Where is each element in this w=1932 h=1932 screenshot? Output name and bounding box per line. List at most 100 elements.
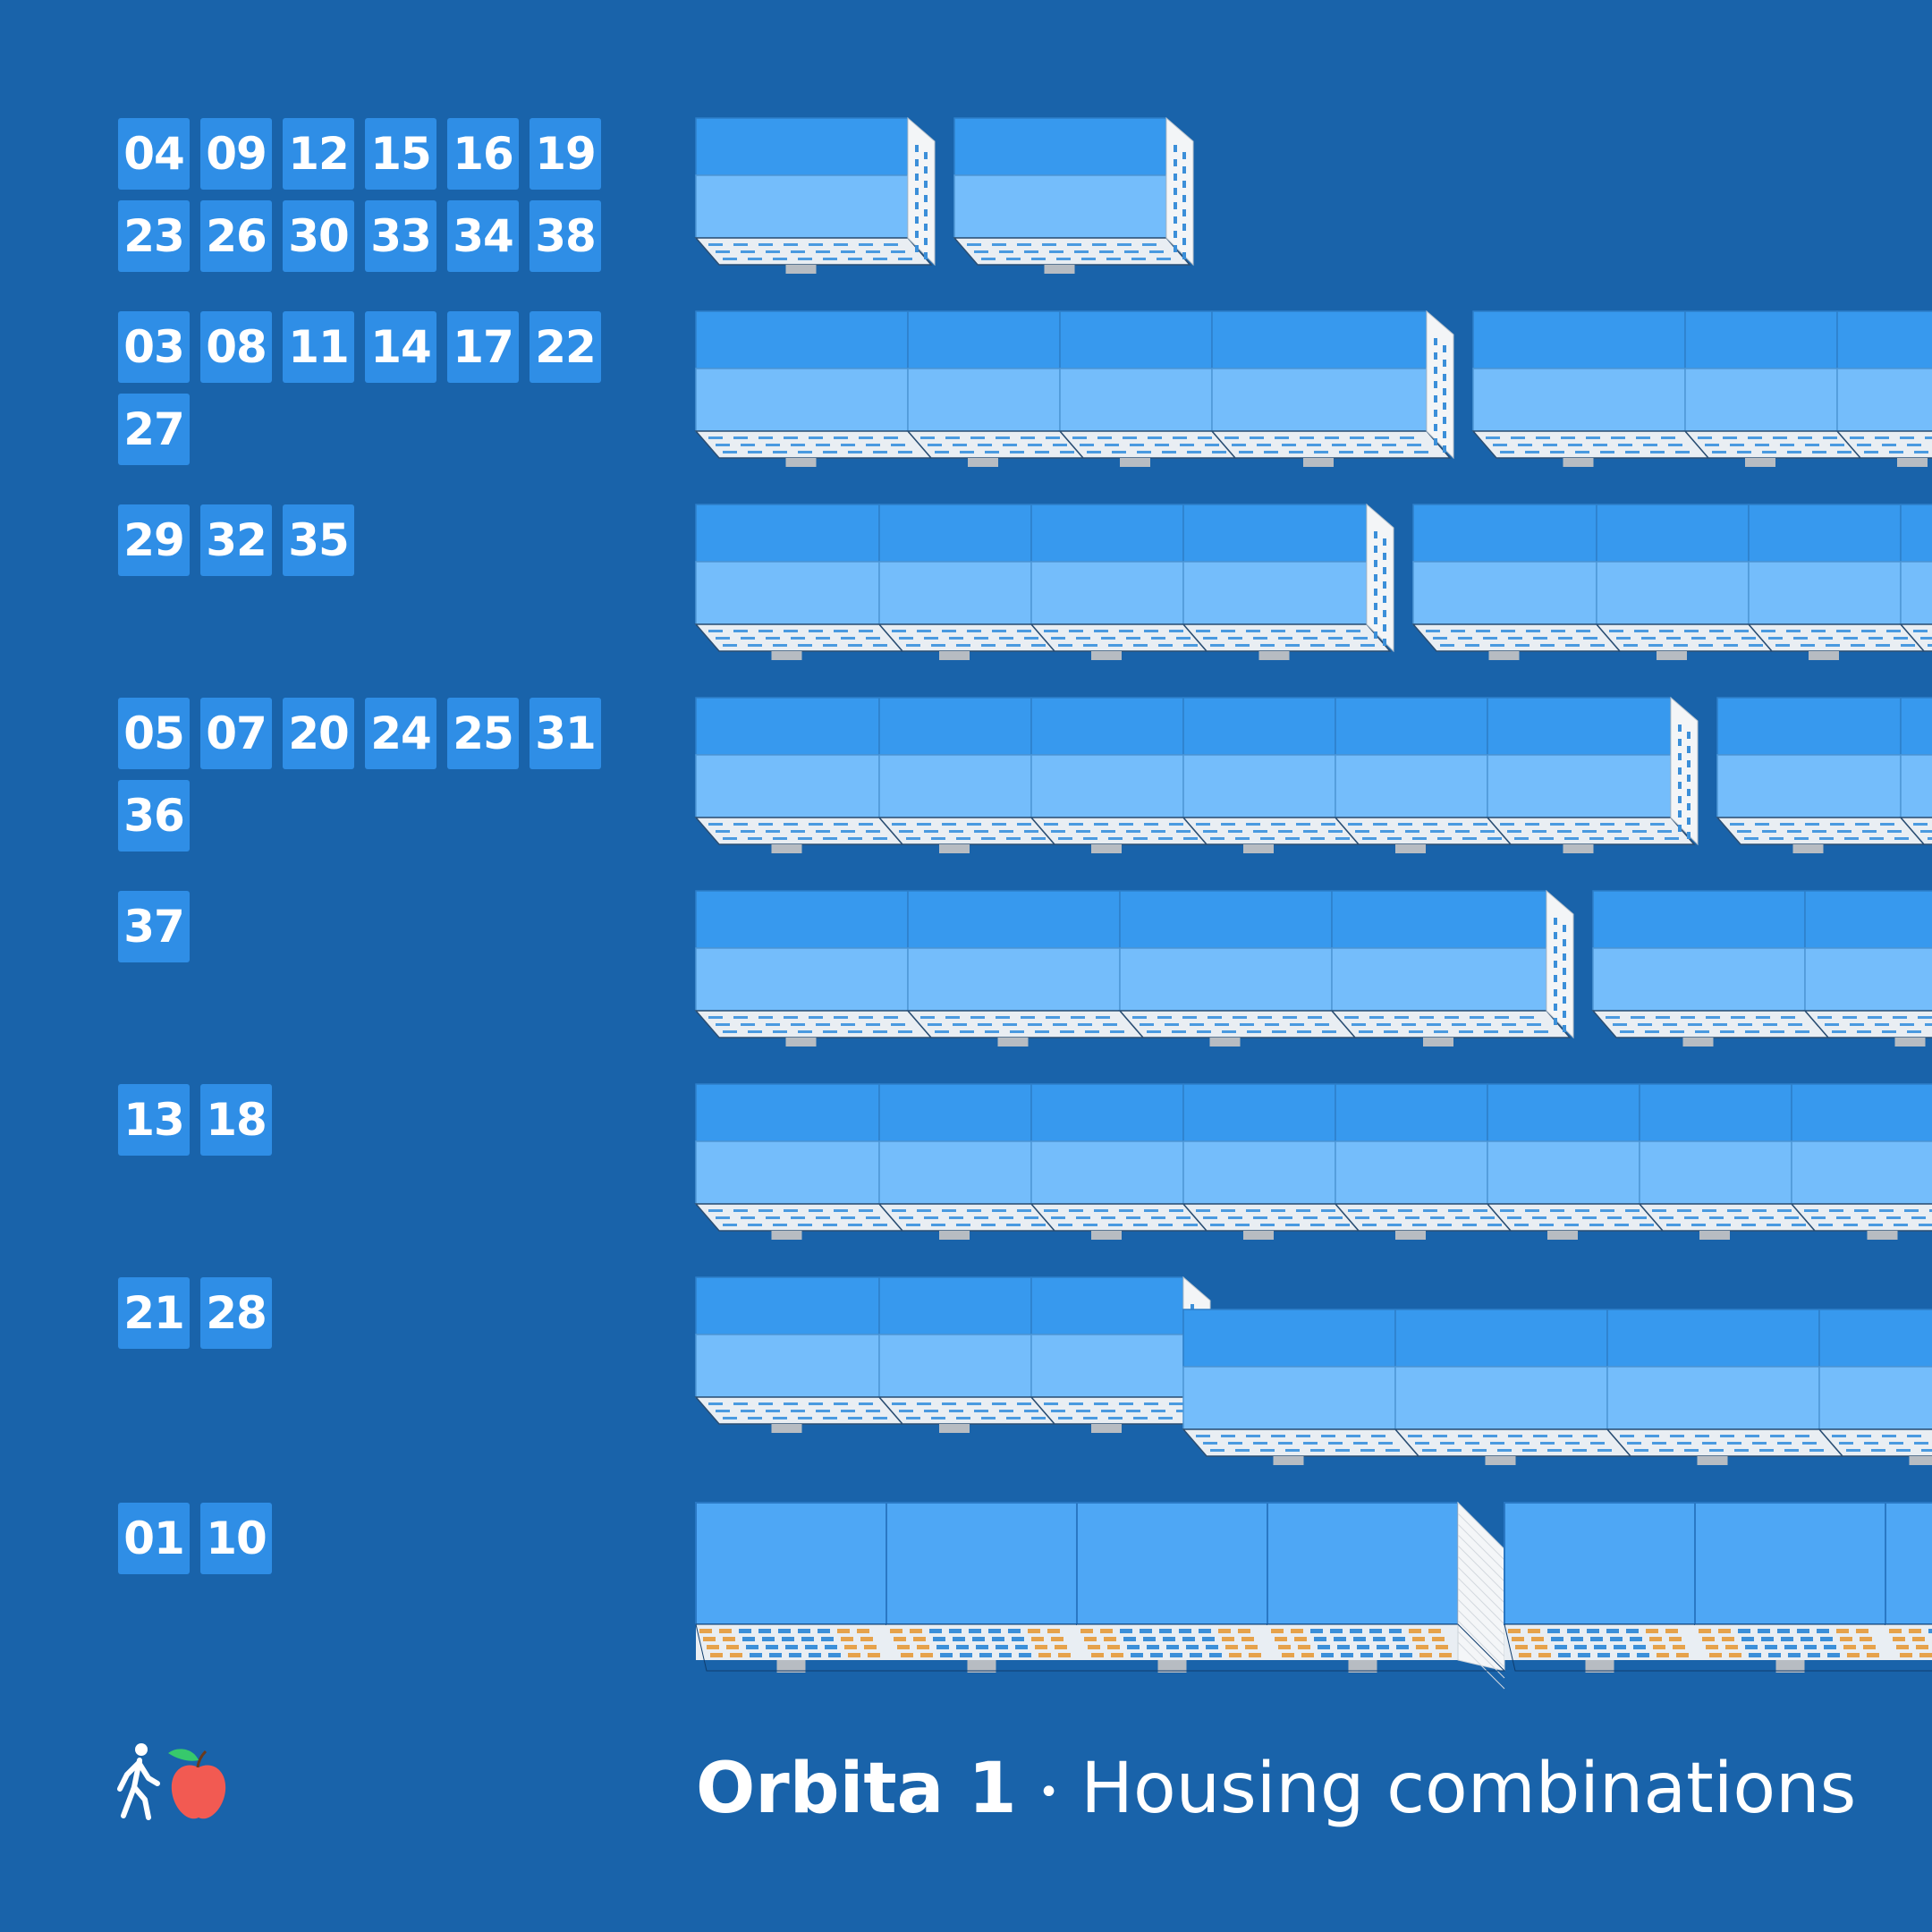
housing-section <box>1803 890 1932 1046</box>
housing-section <box>1394 1309 1632 1465</box>
housing-section <box>953 117 1191 274</box>
group-3-labels: 29 32 35 <box>118 504 619 587</box>
apple-icon <box>168 1749 226 1819</box>
housing-section <box>906 890 1145 1046</box>
housing-section <box>877 1083 1056 1240</box>
group-5-labels: 37 <box>118 891 619 973</box>
house-number-badge: 10 <box>200 1503 272 1574</box>
house-number-badge: 28 <box>200 1277 272 1349</box>
page-title: Orbita 1 • Housing combinations <box>696 1749 1856 1829</box>
house-number-badge: 23 <box>118 200 190 272</box>
housing-section <box>694 890 933 1046</box>
group-8-labels: 01 10 <box>118 1503 619 1585</box>
housing-section <box>1486 1083 1665 1240</box>
house-number-badge: 27 <box>118 394 190 465</box>
house-number-badge: 32 <box>200 504 272 576</box>
house-number-badge: 25 <box>447 698 519 769</box>
logo <box>117 1743 226 1820</box>
house-number-badge: 24 <box>365 698 436 769</box>
house-number-badge: 29 <box>118 504 190 576</box>
housing-section <box>1030 697 1208 853</box>
house-number-badge: 31 <box>530 698 601 769</box>
housing-section <box>1885 1502 1932 1660</box>
title-separator: • <box>1038 1772 1060 1813</box>
housing-section <box>877 1276 1056 1433</box>
housing-section <box>1411 504 1622 660</box>
housing-section <box>1076 1502 1268 1673</box>
housing-section <box>694 697 904 853</box>
house-number-badge: 15 <box>365 118 436 190</box>
housing-section <box>1606 1309 1844 1465</box>
housing-section <box>1330 890 1572 1046</box>
house-number-badge: 03 <box>118 311 190 383</box>
housing-section <box>1182 697 1360 853</box>
housing-section <box>1504 1502 1696 1673</box>
housing-section <box>1334 1083 1513 1240</box>
group-7-labels: 21 28 <box>118 1277 619 1360</box>
building-2-2 <box>1471 310 1932 467</box>
housing-section <box>1182 504 1392 660</box>
housing-section <box>1595 504 1774 660</box>
house-number-badge: 11 <box>283 311 354 383</box>
house-number-badge: 17 <box>447 311 519 383</box>
house-number-badge: 21 <box>118 1277 190 1349</box>
housing-section <box>1118 890 1357 1046</box>
housing-section <box>1210 310 1452 467</box>
pedestrian-icon <box>117 1743 160 1820</box>
house-number-badge: 34 <box>447 200 519 272</box>
house-number-badge: 08 <box>200 311 272 383</box>
housing-section <box>1030 1276 1208 1433</box>
building-8-1 <box>695 1501 1506 1690</box>
house-number-badge: 07 <box>200 698 272 769</box>
housing-section <box>695 1502 887 1673</box>
housing-section <box>1182 1083 1360 1240</box>
group-2-labels: 03 08 11 14 17 22 27 <box>118 311 619 476</box>
house-number-badge: 01 <box>118 1503 190 1574</box>
building-7-2 <box>1182 1309 1932 1465</box>
housing-section <box>1790 1083 1932 1240</box>
group-1-labels: 04 09 12 15 16 19 23 26 30 33 34 38 <box>118 118 619 283</box>
housing-section <box>906 310 1085 467</box>
building-1-1 <box>694 116 936 274</box>
building-3-1 <box>694 503 1394 660</box>
building-6-1 <box>694 1083 1932 1240</box>
housing-section <box>1747 504 1926 660</box>
housing-section <box>1591 890 1830 1046</box>
housing-section <box>1899 504 1932 652</box>
building-3-2 <box>1411 504 1932 660</box>
housing-section <box>1818 1309 1932 1465</box>
housing-section <box>1471 310 1710 467</box>
housing-section <box>886 1502 1078 1673</box>
house-number-badge: 36 <box>118 780 190 852</box>
house-number-badge: 26 <box>200 200 272 272</box>
house-number-badge: 14 <box>365 311 436 383</box>
housing-section <box>1267 1502 1459 1673</box>
housing-section <box>1716 697 1926 853</box>
housing-section <box>1638 1083 1817 1240</box>
house-number-badge: 09 <box>200 118 272 190</box>
house-number-badge: 30 <box>283 200 354 272</box>
building-4-2 <box>1716 697 1932 853</box>
group-6-labels: 13 18 <box>118 1084 619 1166</box>
house-number-badge: 19 <box>530 118 601 190</box>
building-8-2 <box>1504 1502 1932 1673</box>
housing-section <box>1334 697 1513 853</box>
title-subtitle: Housing combinations <box>1080 1749 1857 1829</box>
building-2-1 <box>694 309 1454 467</box>
building-5-1 <box>694 889 1574 1046</box>
house-number-badge: 16 <box>447 118 519 190</box>
house-number-badge: 20 <box>283 698 354 769</box>
group-4-labels: 05 07 20 24 25 31 36 <box>118 698 619 862</box>
housing-section <box>1835 310 1932 467</box>
housing-section <box>694 1276 904 1433</box>
house-number-badge: 05 <box>118 698 190 769</box>
house-number-badge: 35 <box>283 504 354 576</box>
housing-section <box>877 697 1056 853</box>
housing-section <box>1486 697 1696 853</box>
housing-section <box>694 504 904 660</box>
housing-section <box>694 117 933 274</box>
house-number-badge: 33 <box>365 200 436 272</box>
housing-section <box>694 1083 904 1240</box>
housing-section <box>1058 310 1237 467</box>
